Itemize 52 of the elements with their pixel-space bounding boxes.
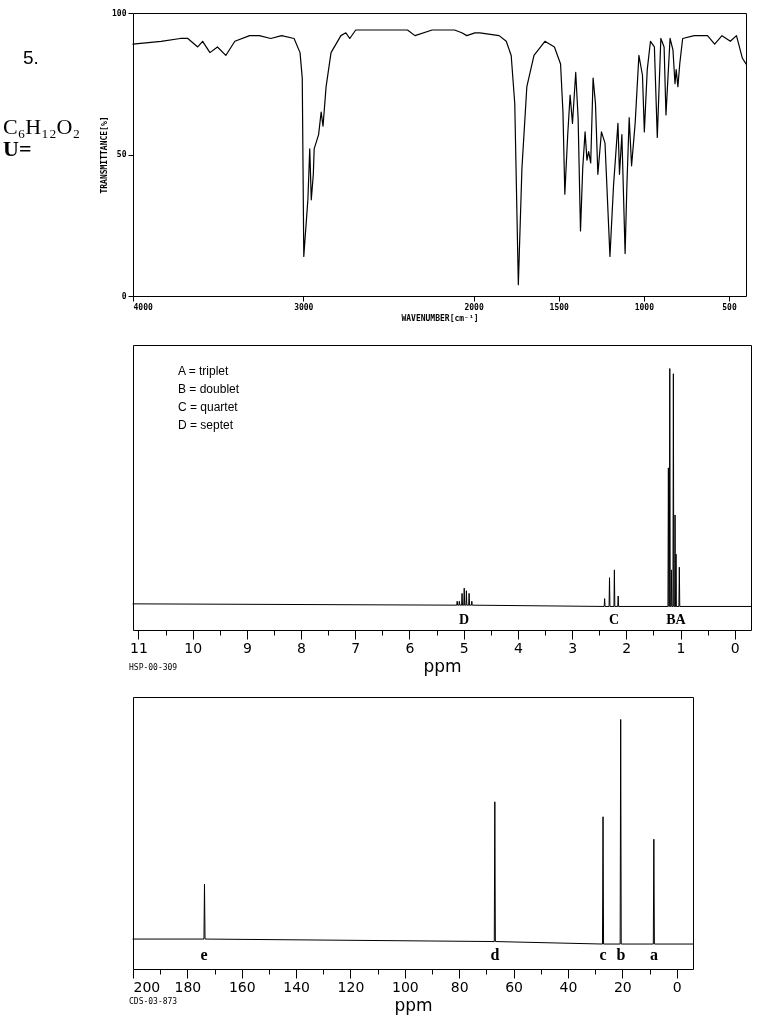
y-tick-label: 0 <box>121 291 127 301</box>
x-tick-label: 2 <box>622 639 632 656</box>
x-tick-label: 3000 <box>294 302 314 312</box>
x-tick-label: 180 <box>174 978 202 995</box>
x-tick-label: 3 <box>568 639 578 656</box>
x-tick-label: 200 <box>133 978 161 995</box>
x-axis-title: ppm <box>394 994 433 1015</box>
annotation: d <box>490 946 500 963</box>
x-tick-label: 500 <box>722 302 737 312</box>
x-tick-label: 10 <box>184 639 203 656</box>
text: 5. <box>23 47 39 68</box>
x-tick-label: 100 <box>391 978 419 995</box>
x-tick-label: 40 <box>559 978 578 995</box>
x-tick-label: 0 <box>672 978 682 995</box>
x-tick-label: 1 <box>676 639 686 656</box>
x-tick-label: 8 <box>297 639 307 656</box>
y-tick-label: 50 <box>116 150 127 159</box>
annotation: C = quartet <box>178 400 239 414</box>
x-tick-label: 2000 <box>464 302 484 312</box>
annotation: D <box>458 612 470 627</box>
x-tick-label: 4 <box>513 639 523 656</box>
x-tick-label: 80 <box>450 978 469 995</box>
x-tick-label: 4000 <box>133 302 153 312</box>
x-tick-label: 60 <box>505 978 523 995</box>
y-tick-label: 100 <box>112 8 127 18</box>
x-tick-label: 9 <box>242 639 252 656</box>
x-tick-label: 20 <box>613 978 632 995</box>
x-axis-title: ppm <box>423 655 462 676</box>
x-tick-label: 140 <box>283 978 310 995</box>
annotation: BA <box>666 612 687 627</box>
x-tick-label: 5 <box>459 639 469 656</box>
annotation: c <box>599 946 607 963</box>
text: HSP-00-309 <box>129 663 178 672</box>
x-tick-label: 1000 <box>634 302 655 312</box>
text: C₆H₁₂O₂ <box>3 114 81 139</box>
x-axis-title: WAVENUMBER[cm⁻¹] <box>401 313 479 323</box>
x-tick-label: 120 <box>337 978 365 995</box>
annotation: A = triplet <box>178 364 230 378</box>
annotation: a <box>650 946 658 963</box>
annotation: B = doublet <box>178 382 240 396</box>
annotation: D = septet <box>178 418 234 432</box>
annotation: e <box>200 946 208 963</box>
x-tick-label: 7 <box>351 639 361 656</box>
x-tick-label: 160 <box>228 978 256 995</box>
annotation: b <box>616 946 626 963</box>
x-tick-label: 6 <box>405 639 415 656</box>
x-tick-label: 1500 <box>549 302 570 312</box>
x-tick-label: 0 <box>730 639 740 656</box>
annotation: C <box>608 612 620 627</box>
text: CDS-03-873 <box>129 997 178 1006</box>
y-axis-title: TRANSMITTANCE[%] <box>100 116 110 194</box>
x-tick-label: 11 <box>130 639 148 656</box>
